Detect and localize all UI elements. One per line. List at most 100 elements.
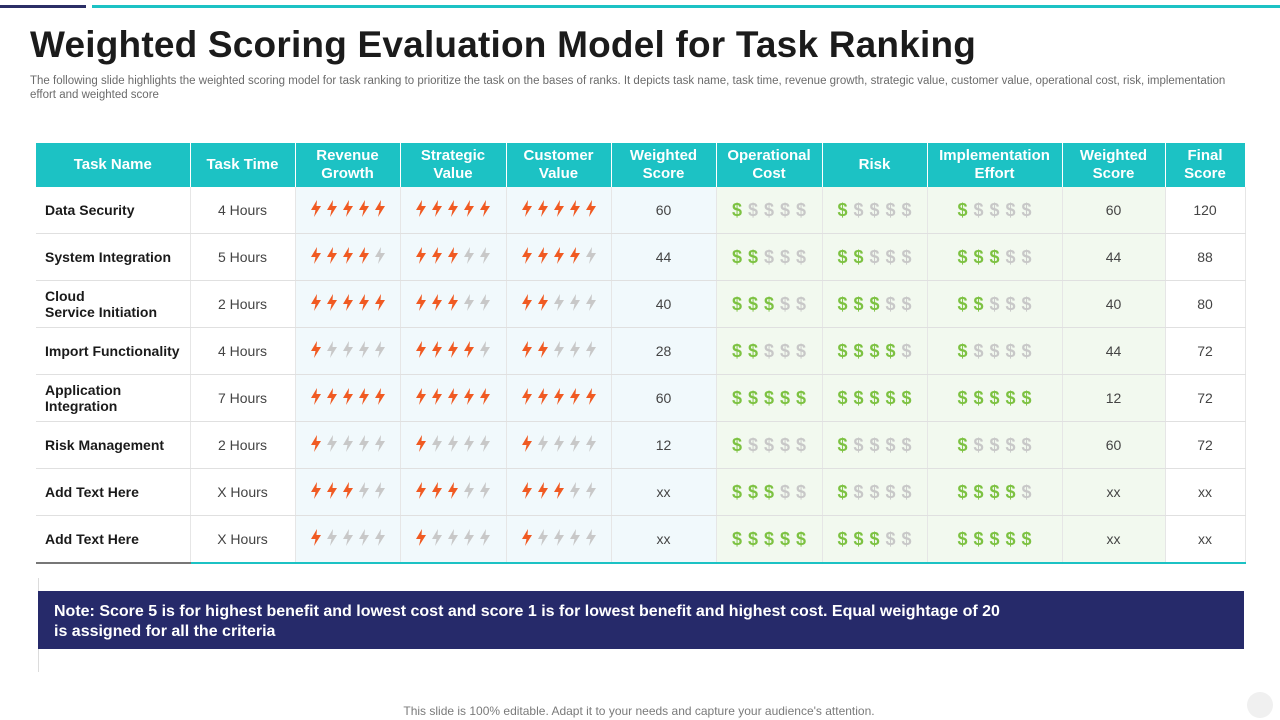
- lightning-bolt-icon: [477, 482, 493, 502]
- customer-value-rating: [506, 233, 612, 281]
- lightning-bolt-icon: [477, 247, 493, 267]
- lightning-bolt-icon: [567, 482, 583, 502]
- dollar-sign-icon: $: [1021, 529, 1032, 549]
- weighted-score-benefit-cell: 44: [611, 233, 717, 281]
- dollar-sign-icon: $: [747, 247, 758, 267]
- dollar-sign-icon: $: [957, 200, 968, 220]
- task-time-cell: 5 Hours: [190, 233, 296, 281]
- lightning-bolt-icon: [477, 341, 493, 361]
- lightning-bolt-icon: [583, 247, 599, 267]
- weighted-score-benefit-cell: xx: [611, 468, 717, 516]
- dollar-sign-icon: $: [747, 529, 758, 549]
- slide-title: Weighted Scoring Evaluation Model for Ta…: [30, 24, 977, 65]
- lightning-bolt-icon: [356, 529, 372, 549]
- lightning-bolt-icon: [308, 294, 324, 314]
- weighted-score-cost-cell: 60: [1062, 187, 1166, 234]
- lightning-bolt-icon: [583, 482, 599, 502]
- lightning-bolt-icon: [583, 200, 599, 220]
- operational-cost-rating: $ $ $ $ $: [716, 374, 823, 422]
- lightning-bolt-icon: [324, 200, 340, 220]
- weighted-score-cost-cell: 12: [1062, 374, 1166, 422]
- lightning-bolt-icon: [445, 388, 461, 408]
- lightning-bolt-icon: [519, 435, 535, 455]
- dollar-sign-icon: $: [973, 247, 984, 267]
- lightning-bolt-icon: [445, 341, 461, 361]
- lightning-bolt-icon: [356, 200, 372, 220]
- lightning-bolt-icon: [535, 529, 551, 549]
- lightning-bolt-icon: [413, 294, 429, 314]
- dollar-sign-icon: $: [763, 247, 774, 267]
- lightning-bolt-icon: [429, 435, 445, 455]
- dollar-sign-icon: $: [1021, 294, 1032, 314]
- dollar-sign-icon: $: [1005, 341, 1016, 361]
- header-revenue-growth: Revenue Growth: [295, 143, 401, 187]
- dollar-sign-icon: $: [901, 247, 912, 267]
- dollar-sign-icon: $: [957, 388, 968, 408]
- dollar-sign-icon: $: [973, 529, 984, 549]
- dollar-sign-icon: $: [837, 482, 848, 502]
- lightning-bolt-icon: [567, 200, 583, 220]
- lightning-bolt-icon: [372, 388, 388, 408]
- dollar-sign-icon: $: [731, 341, 742, 361]
- lightning-bolt-icon: [583, 341, 599, 361]
- dollar-sign-icon: $: [1021, 247, 1032, 267]
- lightning-bolt-icon: [340, 341, 356, 361]
- lightning-bolt-icon: [445, 247, 461, 267]
- lightning-bolt-icon: [413, 388, 429, 408]
- lightning-bolt-icon: [461, 435, 477, 455]
- dollar-sign-icon: $: [957, 247, 968, 267]
- dollar-sign-icon: $: [885, 341, 896, 361]
- lightning-bolt-icon: [372, 435, 388, 455]
- dollar-sign-icon: $: [973, 435, 984, 455]
- lightning-bolt-icon: [429, 200, 445, 220]
- slide-footer: This slide is 100% editable. Adapt it to…: [403, 704, 875, 718]
- dollar-sign-icon: $: [795, 435, 806, 455]
- lightning-bolt-icon: [324, 294, 340, 314]
- operational-cost-rating: $ $ $ $ $: [716, 421, 823, 469]
- operational-cost-rating: $ $ $ $ $: [716, 233, 823, 281]
- dollar-sign-icon: $: [763, 341, 774, 361]
- lightning-bolt-icon: [324, 435, 340, 455]
- dollar-sign-icon: $: [901, 435, 912, 455]
- dollar-sign-icon: $: [957, 435, 968, 455]
- revenue-growth-rating: [295, 187, 401, 234]
- lightning-bolt-icon: [461, 482, 477, 502]
- dollar-sign-icon: $: [779, 435, 790, 455]
- task-time-cell: 4 Hours: [190, 187, 296, 234]
- dollar-sign-icon: $: [1021, 341, 1032, 361]
- dollar-sign-icon: $: [885, 200, 896, 220]
- lightning-bolt-icon: [308, 388, 324, 408]
- customer-value-rating: [506, 468, 612, 516]
- lightning-bolt-icon: [372, 341, 388, 361]
- final-score-cell: xx: [1165, 515, 1246, 564]
- dollar-sign-icon: $: [837, 388, 848, 408]
- lightning-bolt-icon: [477, 529, 493, 549]
- dollar-sign-icon: $: [795, 482, 806, 502]
- lightning-bolt-icon: [356, 482, 372, 502]
- dollar-sign-icon: $: [795, 388, 806, 408]
- lightning-bolt-icon: [551, 247, 567, 267]
- dollar-sign-icon: $: [885, 482, 896, 502]
- dollar-sign-icon: $: [779, 529, 790, 549]
- lightning-bolt-icon: [477, 435, 493, 455]
- strategic-value-rating: [400, 187, 507, 234]
- lightning-bolt-icon: [308, 247, 324, 267]
- task-name-cell: Cloud Service Initiation: [36, 280, 191, 328]
- dollar-sign-icon: $: [973, 482, 984, 502]
- lightning-bolt-icon: [519, 388, 535, 408]
- dollar-sign-icon: $: [731, 247, 742, 267]
- lightning-bolt-icon: [551, 388, 567, 408]
- risk-rating: $ $ $ $ $: [822, 374, 928, 422]
- header-implementation-effort: Implementation Effort: [927, 143, 1063, 187]
- dollar-sign-icon: $: [1021, 200, 1032, 220]
- table-row: Cloud Service Initiation 2 Hours 40 $ $ $ $ $ $ $…: [36, 280, 1246, 328]
- task-time-cell: 7 Hours: [190, 374, 296, 422]
- dollar-sign-icon: $: [901, 294, 912, 314]
- lightning-bolt-icon: [551, 435, 567, 455]
- dollar-sign-icon: $: [869, 435, 880, 455]
- strategic-value-rating: [400, 233, 507, 281]
- lightning-bolt-icon: [519, 529, 535, 549]
- lightning-bolt-icon: [551, 482, 567, 502]
- dollar-sign-icon: $: [869, 200, 880, 220]
- dollar-sign-icon: $: [973, 200, 984, 220]
